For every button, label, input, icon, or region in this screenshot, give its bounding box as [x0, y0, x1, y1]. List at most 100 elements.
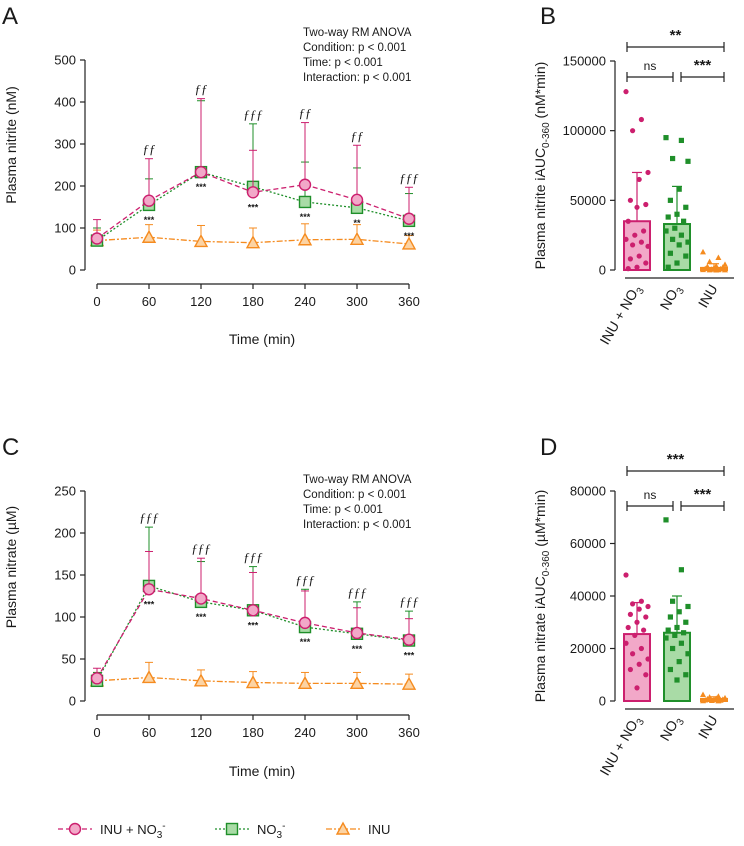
data-point	[632, 232, 638, 238]
time-effect-symbol: ƒƒ	[299, 106, 312, 121]
data-point	[297, 675, 313, 690]
data-point	[681, 218, 687, 224]
y-tick-label: 0	[599, 263, 606, 278]
data-point	[194, 592, 208, 605]
legend-marker	[335, 821, 351, 835]
y-tick-label: 400	[54, 95, 76, 110]
data-point	[297, 232, 313, 246]
data-point	[665, 627, 671, 633]
data-point	[678, 137, 684, 144]
y-tick-label: 40000	[570, 589, 606, 604]
significance-stars: ***	[248, 202, 259, 212]
y-tick-label: 100	[54, 610, 76, 625]
data-point	[632, 632, 638, 638]
category-label: INU	[695, 713, 721, 742]
svg-text:Two-way RM ANOVA: Two-way RM ANOVA	[303, 27, 412, 39]
x-tick-label: 60	[142, 294, 156, 309]
svg-text:Condition: p < 0.001: Condition: p < 0.001	[303, 489, 406, 501]
data-point	[193, 673, 209, 687]
x-tick-label: 120	[190, 294, 212, 309]
data-point	[700, 248, 706, 255]
data-point	[402, 212, 416, 225]
y-axis-title-unit: (nM*min)	[532, 62, 548, 123]
data-point	[645, 656, 651, 662]
y-axis-title-sub: 0-360	[541, 550, 552, 576]
data-point	[674, 211, 680, 217]
data-point	[245, 675, 261, 689]
bracket-label: **	[670, 27, 682, 44]
data-point	[643, 201, 649, 208]
data-point	[667, 197, 673, 203]
data-point	[298, 616, 312, 630]
data-point	[630, 651, 636, 657]
x-tick-label: 360	[398, 294, 420, 309]
significance-stars: ***	[300, 212, 311, 222]
y-axis-title: Plasma nitrite iAUC0-360 (nM*min)	[532, 62, 552, 270]
data-point	[685, 239, 691, 245]
x-axis-title: Time (min)	[229, 763, 295, 779]
data-point	[683, 619, 689, 625]
data-point	[667, 666, 673, 673]
data-point	[298, 178, 312, 191]
data-point	[638, 116, 645, 123]
category-label-main: INU + NO	[596, 717, 640, 778]
time-effect-symbol: ƒƒƒ	[139, 510, 159, 525]
data-point	[641, 627, 647, 633]
data-point	[298, 195, 312, 209]
data-point	[672, 632, 678, 638]
data-point	[683, 672, 689, 678]
data-point	[685, 651, 691, 657]
series-inu	[89, 661, 417, 690]
data-point	[715, 697, 722, 704]
y-axis-title-main: Plasma nitrite iAUC	[532, 148, 548, 269]
data-point	[685, 603, 691, 610]
data-point	[401, 236, 417, 250]
data-point	[401, 676, 417, 690]
data-point	[625, 266, 631, 272]
svg-text:Interaction: p < 0.001: Interaction: p < 0.001	[303, 72, 411, 84]
legend-label-sub: 3	[157, 830, 163, 841]
x-tick-label: 240	[294, 294, 316, 309]
significance-stars: **	[353, 218, 361, 228]
data-point	[700, 697, 706, 704]
data-point	[670, 598, 676, 604]
data-point	[674, 260, 680, 266]
data-point	[627, 197, 634, 203]
data-point	[350, 193, 364, 207]
category-label-main: INU	[695, 282, 721, 311]
svg-text:Interaction: p < 0.001: Interaction: p < 0.001	[303, 519, 411, 531]
y-tick-label: 20000	[570, 641, 606, 656]
data-point	[663, 228, 669, 234]
x-tick-label: 0	[93, 294, 100, 309]
legend-label: NO3-	[257, 821, 285, 841]
x-tick-label: 180	[242, 294, 264, 309]
y-tick-label: 50000	[570, 193, 606, 208]
category-label: INU + NO3	[596, 281, 647, 349]
legend-label-main: NO	[257, 822, 277, 837]
data-point	[90, 232, 104, 245]
significance-bracket: **	[626, 27, 725, 52]
significance-stars: ***	[300, 637, 311, 647]
data-point	[663, 635, 669, 641]
bar-inu_no3	[623, 89, 651, 272]
bar-inu	[700, 248, 728, 273]
panel-letter-b: B	[540, 3, 556, 30]
y-tick-label: 0	[69, 263, 76, 278]
significance-bracket: ***	[680, 57, 725, 82]
data-point	[630, 601, 636, 607]
panel-d-nitrate-iauc: D 0 20000 40000 60000 80000 Plasma nitrate iA…	[532, 434, 734, 778]
panel-letter-a: A	[2, 3, 18, 30]
y-tick-label: 100000	[563, 123, 606, 138]
bar-inu_no3	[623, 572, 651, 702]
data-point	[627, 666, 634, 673]
bracket-label: ns	[644, 488, 657, 502]
category-label-main: INU + NO	[596, 286, 640, 347]
data-point	[245, 235, 261, 249]
category-label: NO3	[656, 712, 687, 745]
data-point	[665, 264, 671, 270]
svg-text:Time: p < 0.001: Time: p < 0.001	[303, 504, 383, 516]
data-point	[670, 155, 676, 162]
y-tick-label: 60000	[570, 536, 606, 551]
data-point	[645, 243, 651, 249]
data-point	[142, 583, 156, 596]
